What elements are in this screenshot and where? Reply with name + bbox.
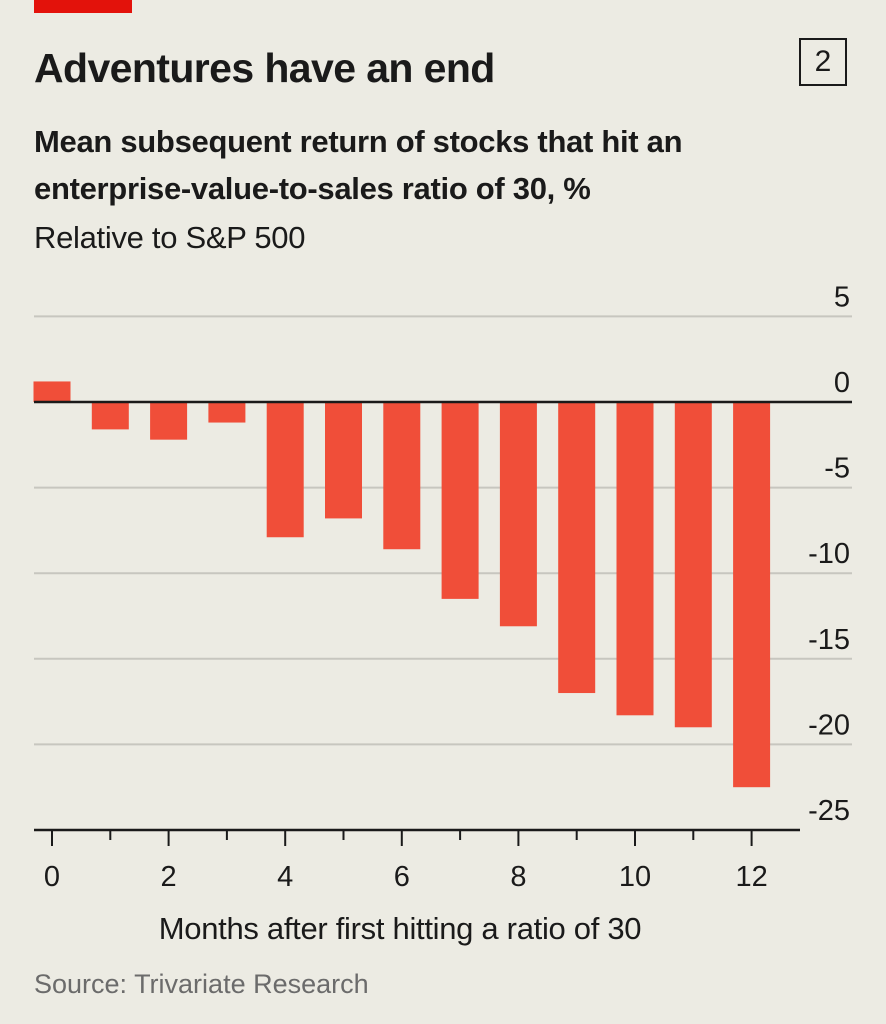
chart-title: Adventures have an end bbox=[34, 45, 495, 91]
y-tick-label: -5 bbox=[824, 453, 850, 485]
bar bbox=[91, 402, 129, 430]
bar bbox=[150, 402, 188, 440]
x-tick-label: 2 bbox=[161, 861, 177, 893]
y-tick-label: -25 bbox=[808, 795, 850, 827]
bar bbox=[208, 402, 246, 423]
bar bbox=[733, 402, 771, 788]
x-tick-label: 10 bbox=[619, 861, 651, 893]
bar bbox=[383, 402, 421, 550]
bar bbox=[674, 402, 712, 728]
y-tick-label: -10 bbox=[808, 538, 850, 570]
bar bbox=[266, 402, 304, 538]
chart-number-badge: 2 bbox=[799, 38, 847, 86]
bar bbox=[441, 402, 479, 599]
y-tick-label: 5 bbox=[834, 281, 850, 313]
y-tick-label: -15 bbox=[808, 624, 850, 656]
x-tick-label: 8 bbox=[510, 861, 526, 893]
chart-subtitle: Mean subsequent return of stocks that hi… bbox=[34, 124, 683, 206]
bar bbox=[33, 381, 71, 402]
x-tick-label: 4 bbox=[277, 861, 293, 893]
x-tick-label: 0 bbox=[44, 861, 60, 893]
source-note: Source: Trivariate Research bbox=[34, 969, 369, 999]
x-tick-label: 6 bbox=[394, 861, 410, 893]
bar bbox=[616, 402, 654, 716]
y-tick-label: 0 bbox=[834, 367, 850, 399]
y-tick-label: -20 bbox=[808, 709, 850, 741]
brand-tag bbox=[34, 0, 132, 13]
bar bbox=[558, 402, 596, 694]
x-tick-label: 12 bbox=[735, 861, 767, 893]
x-axis-label: Months after first hitting a ratio of 30 bbox=[158, 911, 642, 946]
chart-subtitle-unit: Relative to S&P 500 bbox=[34, 220, 306, 255]
bar bbox=[499, 402, 537, 627]
bar bbox=[325, 402, 362, 519]
